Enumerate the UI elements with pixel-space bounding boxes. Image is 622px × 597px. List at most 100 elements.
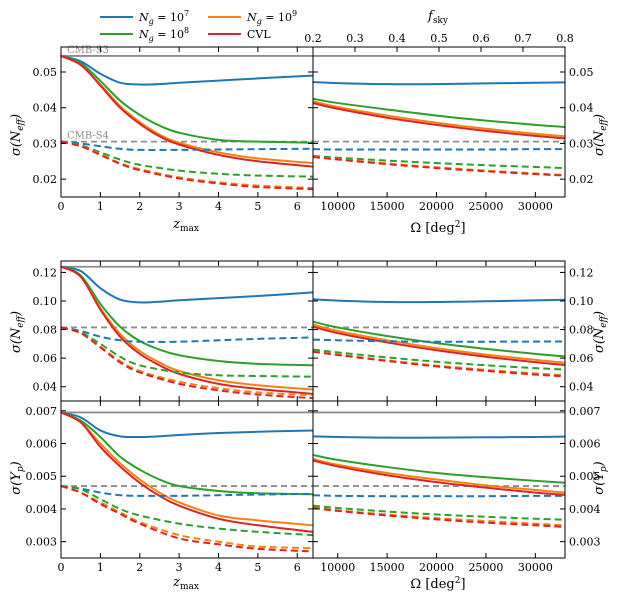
legend-entry-ng7: Ng = 107 (100, 9, 189, 26)
legend-label-ng9: Ng = 109 (246, 9, 297, 26)
xtick-label: 25000 (468, 561, 503, 574)
panel-bottom-left: 0.003 0.004 0.005 0.006 0.007 0 1 2 3 4 5 6 (26, 400, 314, 574)
xtick-label: 0 (58, 561, 65, 574)
legend-entry-ng9: Ng = 109 (208, 9, 297, 26)
ytick-label: 0.04 (33, 381, 58, 394)
series-line-top-right-3 (313, 102, 565, 140)
panel-top-left: CMB-S3 CMB-S4 0.02 0.03 0.04 0.05 0 1 2 3 4 5 6 (33, 45, 314, 213)
xtick-label: 10000 (320, 561, 355, 574)
ytick-label: 0.06 (33, 352, 58, 365)
series-line-middle-left-4 (61, 326, 313, 343)
axes-frame-bottom-left (60, 400, 314, 559)
ytick-label: 0.03 (569, 137, 594, 150)
series-line-top-right-5 (313, 154, 565, 170)
series-line-middle-right-2 (313, 323, 565, 364)
ytick-label: 0.05 (33, 66, 58, 79)
ylabel-top-left: σ(Neff) (9, 114, 26, 156)
xlabel-bottom-left: zmax (172, 575, 199, 592)
series-line-bottom-right-7 (313, 506, 565, 528)
ytick-label: 0.03 (33, 137, 58, 150)
reference-label-cmb-s4: CMB-S4 (67, 131, 109, 142)
series-line-middle-left-1 (61, 265, 313, 367)
series-line-bottom-right-3 (313, 459, 565, 496)
legend: Ng = 107 Ng = 108 Ng = 109 CVL (100, 9, 297, 43)
series-line-middle-right-1 (313, 320, 565, 358)
ytick-label: 0.004 (26, 503, 58, 516)
series-line-middle-right-7 (313, 350, 565, 378)
xtick-label: 5 (254, 200, 261, 213)
series-line-bottom-right-6 (313, 506, 565, 527)
xtick-label: 20000 (419, 561, 454, 574)
series-line-top-right-1 (313, 97, 565, 128)
top-tick-label: 0.6 (472, 32, 490, 45)
axes-frame-middle-left (60, 260, 314, 402)
ytick-label: 0.003 (569, 536, 601, 549)
ytick-label: 0.08 (33, 324, 58, 337)
series-line-bottom-left-5 (61, 485, 313, 537)
xtick-label: 2 (136, 561, 143, 574)
ylabel-middle-left: σ(Neff) (9, 311, 26, 353)
series-line-top-left-7 (61, 140, 313, 191)
series-line-middle-right-6 (313, 350, 565, 377)
series-line-top-left-3 (61, 55, 313, 168)
top-tick-label: 0.3 (346, 32, 364, 45)
series-line-middle-right-0 (313, 298, 565, 304)
xtick-label: 1 (97, 561, 104, 574)
axes-frame-middle-right (312, 260, 566, 402)
ytick-label: 0.12 (33, 266, 58, 279)
xtick-label: 30000 (518, 200, 553, 213)
series-line-top-left-0 (61, 54, 313, 86)
series-line-middle-left-7 (61, 326, 313, 400)
series-line-bottom-left-4 (61, 485, 313, 497)
series-line-bottom-left-7 (61, 485, 313, 553)
ytick-label: 0.003 (26, 536, 58, 549)
xtick-label: 15000 (370, 200, 405, 213)
series-line-middle-left-0 (61, 265, 313, 304)
axes-frame-bottom-right (312, 400, 566, 559)
ytick-label: 0.004 (569, 503, 601, 516)
xlabel-top-right: Ω [deg2] (410, 220, 465, 236)
xtick-label: 10000 (320, 200, 355, 213)
top-tick-label: 0.8 (556, 32, 574, 45)
series-line-bottom-left-0 (61, 411, 313, 439)
xtick-label: 6 (294, 561, 301, 574)
top-tick-label: 0.4 (388, 32, 406, 45)
xtick-label: 15000 (370, 561, 405, 574)
top-tick-label: 0.2 (304, 32, 322, 45)
ytick-label: 0.04 (569, 381, 594, 394)
xlabel-top-left: zmax (172, 217, 199, 234)
panel-middle-right: 0.04 0.06 0.08 0.10 0.12 (312, 260, 594, 402)
ytick-label: 0.12 (569, 266, 594, 279)
series-line-bottom-right-4 (313, 494, 565, 498)
ylabel-middle-right: σ(Neff) (592, 311, 609, 353)
ytick-label: 0.006 (26, 438, 58, 451)
xtick-label: 30000 (518, 561, 553, 574)
series-line-bottom-right-5 (313, 504, 565, 521)
xtick-label: 0 (58, 200, 65, 213)
series-line-top-left-4 (61, 140, 313, 151)
series-line-bottom-right-1 (313, 453, 565, 484)
ytick-label: 0.04 (569, 102, 594, 115)
series-line-bottom-right-2 (313, 457, 565, 494)
panel-top-right: 0.02 0.03 0.04 0.05 10000 15000 20000 25000 3000… (304, 32, 593, 213)
xtick-label: 4 (215, 561, 222, 574)
ylabel-bottom-right: σ(Yp) (592, 461, 609, 494)
series-line-top-right-2 (313, 100, 565, 138)
ytick-label: 0.05 (569, 66, 594, 79)
panel-bottom-right: 0.003 0.004 0.005 0.006 0.007 10000 15000 20000… (312, 400, 601, 574)
series-line-middle-right-3 (313, 325, 565, 366)
ytick-label: 0.10 (569, 295, 594, 308)
xtick-label: 3 (176, 200, 183, 213)
series-line-middle-right-5 (313, 348, 565, 371)
ytick-label: 0.02 (569, 173, 594, 186)
ylabel-top-right: σ(Neff) (592, 114, 609, 156)
xtick-label: 25000 (468, 200, 503, 213)
series-line-top-right-7 (313, 156, 565, 177)
xlabel-bottom-right: Ω [deg2] (410, 576, 465, 592)
ytick-label: 0.04 (33, 102, 58, 115)
axes-frame-top-left (60, 46, 314, 198)
series-line-middle-left-3 (61, 265, 313, 395)
ylabel-bottom-left: σ(Yp) (9, 461, 26, 494)
ytick-label: 0.007 (569, 405, 601, 418)
